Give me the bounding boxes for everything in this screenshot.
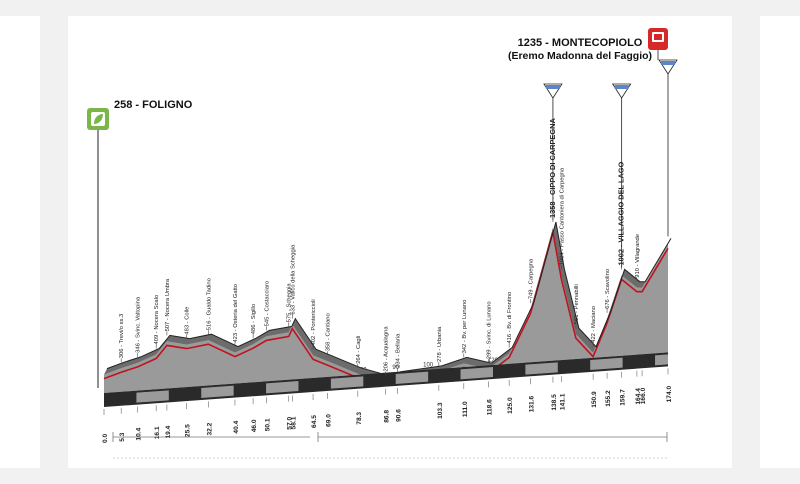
km-label: 10.4 <box>136 427 143 440</box>
waypoint-label: 423 - Osteria del Gatto <box>233 284 239 343</box>
band-stripe <box>136 390 169 403</box>
km-label: 46.0 <box>251 419 258 432</box>
gpm-flag-icon <box>614 85 629 89</box>
km-label: 25.5 <box>185 424 192 437</box>
finish-marker: 1235 - MONTECOPIOLO (Eremo Madonna del F… <box>508 28 668 62</box>
waypoint-labels: 306 - Trevi/o ss.3 346 - Svinc. Valtopina… <box>119 50 678 376</box>
waypoint-label: 749 - Carpegna <box>529 258 535 299</box>
km-label: 150.9 <box>591 391 598 408</box>
band-stripe <box>590 357 623 370</box>
tick-label: 90 <box>392 365 399 371</box>
waypoint-label: 561 - Pennabilli <box>574 284 580 324</box>
waypoint-label: 575 - Scheggia <box>287 283 293 323</box>
finish-altitude: 1235 <box>518 37 542 49</box>
km-label: 103.3 <box>437 402 444 419</box>
finish-subtitle: (Eremo Madonna del Faggio) <box>508 50 652 62</box>
waypoint-label: 545 - Costacciaro <box>264 281 270 326</box>
band-stripe <box>201 385 234 398</box>
leaf-icon <box>94 114 103 124</box>
start-marker: 258 - FOLIGNO <box>87 99 193 388</box>
waypoint-label: 358 - Cantiano <box>326 313 332 351</box>
km-label: 64.5 <box>311 415 318 428</box>
km-label: 164.4 <box>635 388 642 405</box>
waypoint-label: 416 - Bv. di Frontino <box>507 292 513 344</box>
waypoint-label: 486 - Sigillo <box>251 304 257 334</box>
km-label: 16.1 <box>154 426 161 439</box>
km-label: 131.6 <box>529 395 536 412</box>
start-name: FOLIGNO <box>142 99 193 111</box>
waypoint-label: 910 - Villagrande <box>635 234 641 278</box>
km-label: 138.5 <box>551 394 558 411</box>
tick-label: 100 <box>423 363 434 369</box>
finish-name: MONTECOPIOLO <box>552 37 643 49</box>
waypoint-label: 507 - Nocera Umbra <box>165 278 171 331</box>
waypoint-label: 306 - Trevi/o ss.3 <box>119 314 125 358</box>
km-label: 40.4 <box>233 420 240 433</box>
tick-label: 120 <box>488 358 499 364</box>
waypoint-label: 1358 - CIPPO DI CARPEGNA <box>548 118 557 218</box>
km-label: 118.6 <box>486 399 493 415</box>
km-label: 111.0 <box>462 401 469 417</box>
km-labels: 0.0 5.3 10.4 16.1 19.4 25.5 32.2 40.4 46.0 50.1 57… <box>102 368 673 443</box>
km-label: 58.1 <box>290 416 297 429</box>
km-label: 166.0 <box>640 387 647 404</box>
km-label: 159.7 <box>620 389 627 406</box>
band-stripe <box>395 371 429 384</box>
km-label: 125.0 <box>507 397 514 414</box>
gpm-flag-icon <box>661 61 675 65</box>
waypoint-label: 409 - Nocera Scalo <box>154 295 160 345</box>
waypoint-label: 1004 - Passo Cantoniera di Carpegna <box>559 167 565 265</box>
waypoint-label: 299 - Svinc. di Lunano <box>486 301 492 359</box>
waypoint-label: 516 - Gualdo Tadino <box>206 278 212 330</box>
waypoint-label: 483 - Colle <box>185 307 191 335</box>
km-label: 0.0 <box>102 434 109 443</box>
km-label: 90.6 <box>396 409 403 422</box>
km-label: 50.1 <box>264 418 271 431</box>
km-label: 86.8 <box>383 410 390 423</box>
finish-flag-icon <box>654 34 662 40</box>
waypoint-label: 346 - Svinc. Valtopina <box>136 296 142 353</box>
km-label: 78.3 <box>356 412 363 425</box>
waypoint-label: 422 - Maciano <box>591 306 597 343</box>
km-label: 19.4 <box>165 425 172 438</box>
band-stripe <box>460 366 493 380</box>
finish-title: 1235 - MONTECOPIOLO <box>518 37 643 49</box>
band-stripe <box>655 354 668 366</box>
waypoint-label: 1002 - VILLAGGIO DEL LAGO <box>617 161 626 265</box>
km-label: 174.0 <box>666 386 673 403</box>
waypoint-label: 278 - Urbania <box>437 326 443 362</box>
km-label: 141.1 <box>559 393 566 410</box>
waypoint-label: 633 - Valico della Scheggia <box>290 244 296 315</box>
profile-body <box>103 221 672 407</box>
gpm-flag-icon <box>545 85 560 89</box>
km-label: 155.2 <box>605 390 612 407</box>
waypoint-label: 234 - Bellaria <box>396 333 402 368</box>
start-altitude: 258 <box>114 99 132 111</box>
page-margin-right <box>760 16 800 468</box>
page-margin-left <box>0 16 40 468</box>
waypoint-label: 264 - Cagli <box>356 336 362 364</box>
waypoint-label: 342 - Bv. per Lunano <box>462 300 468 354</box>
waypoint-label: 676 - Scavolino <box>605 269 611 309</box>
start-label: 258 - FOLIGNO <box>114 99 193 111</box>
km-label: 32.2 <box>206 422 213 435</box>
km-label: 57.0 <box>287 417 294 430</box>
sector-brackets <box>112 432 668 459</box>
band-stripe <box>525 362 558 375</box>
band-stripe <box>330 376 364 389</box>
km-label: 69.0 <box>326 414 333 427</box>
band-stripe <box>266 380 299 394</box>
waypoint-label: 206 - Acqualagna <box>383 326 389 372</box>
waypoint-label: 402 - Pontericcioli <box>311 299 317 345</box>
